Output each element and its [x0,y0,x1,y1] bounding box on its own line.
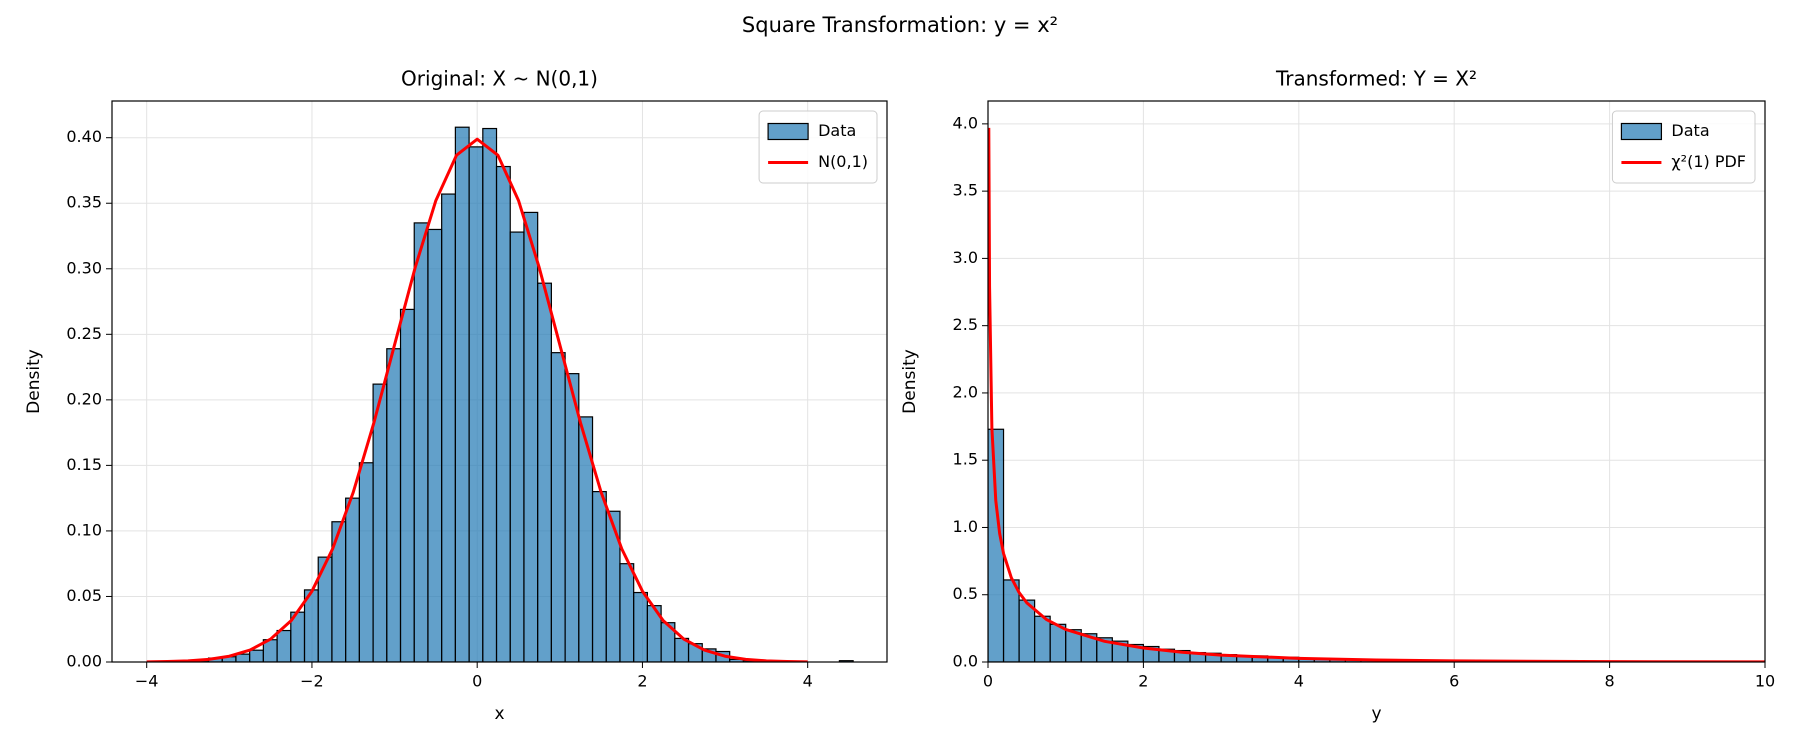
histogram-bar [468,146,484,662]
histogram-bar [564,373,580,662]
y-tick-label: 0.00 [66,652,102,671]
x-tick-label: −4 [135,672,159,691]
legend: Data N(0,1) [758,110,878,184]
y-tick-label: 0.10 [66,520,102,539]
histogram-bar [386,348,402,662]
histogram-bar [1034,615,1051,662]
plot-area [146,126,854,662]
x-tick-label: 2 [1138,672,1148,691]
y-tick-label: 0.20 [66,389,102,408]
legend-swatch [767,122,809,141]
legend: Data χ²(1) PDF [1611,110,1756,184]
histogram-bar [495,165,511,662]
histogram-bar [413,222,429,662]
histogram-bar [441,193,456,662]
histogram-bar [591,491,607,662]
x-tick-label: 4 [803,672,813,691]
y-tick-label: 2.0 [953,382,978,401]
histogram-bar [550,352,566,662]
x-tick-label: 0 [472,672,482,691]
x-tick-label: 8 [1605,672,1615,691]
y-tick-label: 3.5 [953,181,978,200]
y-tick-label: 0.15 [66,455,102,474]
y-axis-label: Density [24,349,44,414]
histogram-bar [372,383,388,662]
histogram-bar [399,308,415,662]
y-tick-label: 4.0 [953,113,978,132]
histogram-bar [523,211,539,662]
x-tick-label: 2 [637,672,647,691]
y-tick-label: 2.5 [953,315,978,334]
x-tick-label: 10 [1755,672,1775,691]
y-tick-label: 0.05 [66,586,102,605]
axes-frame [111,100,888,663]
y-tick-label: 3.0 [953,248,978,267]
histogram-bar [235,653,251,662]
y-tick-label: 0.25 [66,324,102,343]
histogram-bar [509,231,525,662]
plot-area [988,127,1765,662]
x-tick-label: −2 [300,672,324,691]
legend-label: χ²(1) PDF [1671,152,1746,171]
y-tick-label: 0.40 [66,127,102,146]
axes-frame [987,100,1766,663]
subplot: 0.0 0.5 1.0 1.5 2.0 2.5 3.0 3.5 4.0 0 2 4 6 8 10 Transf… [900,67,1775,725]
y-tick-label: 1.5 [953,450,978,469]
histogram-bar [633,591,648,662]
histogram-bar [345,497,360,662]
x-tick-label: 6 [1449,672,1459,691]
histogram-bar [1002,579,1020,662]
legend-swatch [1620,122,1663,141]
histogram-bar [427,228,443,662]
y-tick-label: 0.30 [66,258,102,277]
histogram-bar [454,126,470,662]
subplot-title: Original: X ~ N(0,1) [401,67,598,91]
legend-label: N(0,1) [818,152,868,171]
y-axis-label: Density [900,349,920,414]
histogram-bar [619,563,635,662]
histogram-bar [358,462,374,662]
pdf-line [146,137,808,662]
x-axis-label: y [1371,704,1381,724]
legend-label: Data [1671,121,1709,140]
subplot-title: Transformed: Y = X² [1275,67,1477,91]
x-tick-label: 0 [983,672,993,691]
histogram-bar [276,629,292,662]
x-axis-label: x [494,704,504,724]
y-tick-label: 0.5 [953,584,978,603]
y-tick-label: 0.0 [953,652,978,671]
histogram-bar [838,660,854,662]
histogram-bar [482,127,498,662]
histogram-bar [605,510,621,662]
histogram-bar [537,282,552,662]
x-tick-label: 4 [1294,672,1304,691]
pdf-line [988,127,1765,662]
y-tick-label: 1.0 [953,517,978,536]
y-tick-label: 0.35 [66,193,102,212]
histogram-bar [1049,623,1067,662]
legend-label: Data [818,121,856,140]
histogram-bar [249,649,264,662]
figure-title: Square Transformation: y = x² [742,13,1058,37]
subplot: 0.00 0.05 0.10 0.15 0.20 0.25 0.30 0.35 0.40 −4 −2… [24,67,888,724]
